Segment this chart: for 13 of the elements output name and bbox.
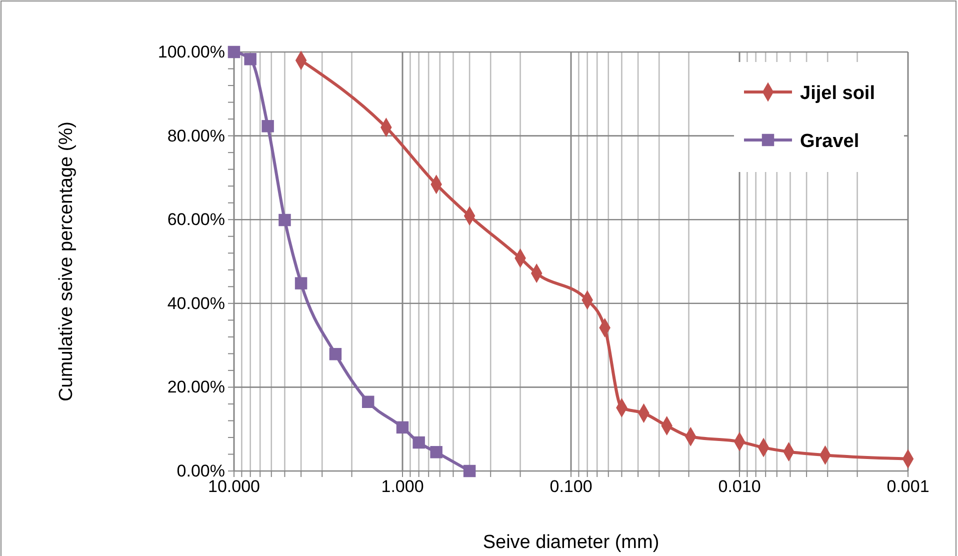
y-tick-label: 40.00%: [167, 294, 225, 313]
x-tick-label: 0.001: [886, 477, 930, 496]
y-tick-label: 80.00%: [167, 126, 225, 146]
y-axis-title: Cumulative seive percentage (%): [56, 122, 77, 402]
legend-label: Jijel soil: [800, 83, 875, 104]
legend-label: Gravel: [800, 131, 860, 152]
x-tick-label: 0.100: [550, 477, 592, 496]
y-tick-label: 20.00%: [167, 378, 225, 397]
y-tick-label: 100.00%: [158, 42, 225, 62]
x-tick-label: 1.000: [381, 477, 424, 496]
x-axis-title: Seive diameter (mm): [482, 532, 660, 553]
x-tick-label: 0.010: [718, 477, 761, 496]
y-tick-label: 60.00%: [167, 210, 225, 230]
